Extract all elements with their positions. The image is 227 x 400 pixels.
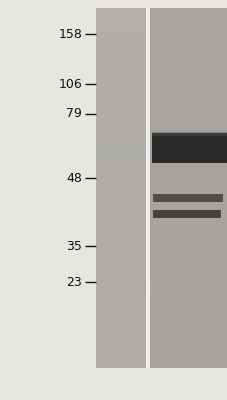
Bar	[145, 8, 150, 368]
Bar	[151, 132, 227, 136]
Text: 106: 106	[58, 78, 82, 90]
Bar	[152, 210, 220, 218]
Text: 48: 48	[66, 172, 82, 184]
Text: 23: 23	[66, 276, 82, 288]
Bar	[95, 8, 145, 368]
Bar	[151, 133, 227, 163]
Bar	[150, 8, 227, 368]
Text: 79: 79	[66, 108, 82, 120]
Bar	[152, 194, 222, 202]
Text: 158: 158	[58, 28, 82, 40]
Text: 35: 35	[66, 240, 82, 252]
